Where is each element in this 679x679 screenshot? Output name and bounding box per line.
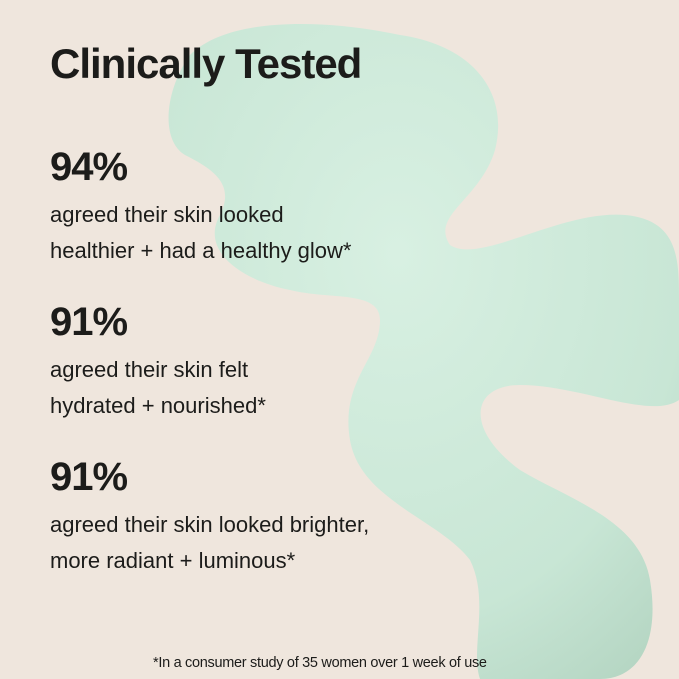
stat-description-line: hydrated + nourished* bbox=[50, 393, 266, 418]
page-title: Clinically Tested bbox=[50, 40, 362, 87]
stat-description-line: more radiant + luminous* bbox=[50, 548, 296, 573]
stat-description-line: agreed their skin looked brighter, bbox=[50, 512, 370, 537]
stat-value-healthy-glow: 94% bbox=[50, 145, 128, 189]
footnote: *In a consumer study of 35 women over 1 … bbox=[153, 655, 487, 671]
stat-description-line: agreed their skin felt bbox=[50, 357, 249, 382]
stat-value-hydrated: 91% bbox=[50, 300, 128, 344]
stat-description-line: healthier + had a healthy glow* bbox=[50, 238, 352, 263]
stat-description-line: agreed their skin looked bbox=[50, 202, 284, 227]
stat-value-radiant: 91% bbox=[50, 455, 128, 499]
